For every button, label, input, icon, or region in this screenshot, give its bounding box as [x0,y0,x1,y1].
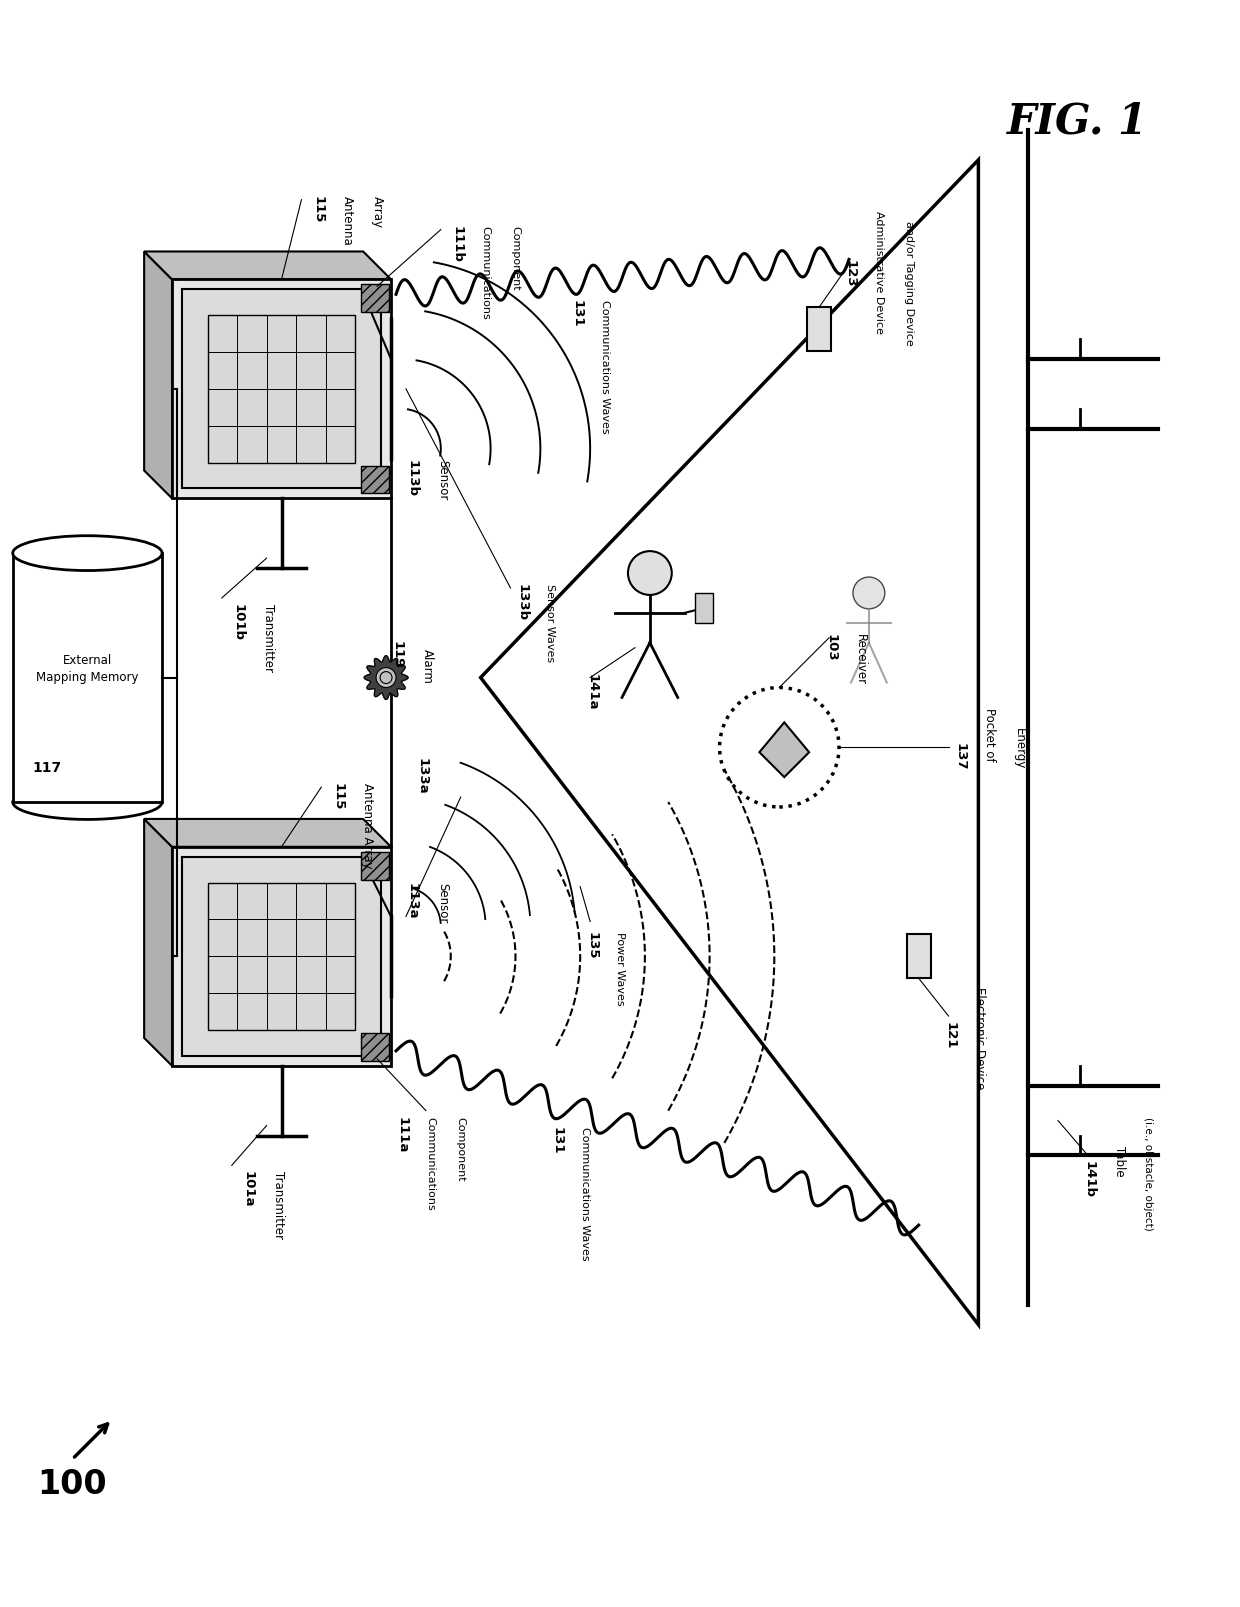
Text: Electronic Device: Electronic Device [973,987,986,1090]
Circle shape [627,551,672,596]
Text: External
Mapping Memory: External Mapping Memory [36,652,139,683]
Text: 100: 100 [37,1467,107,1501]
Text: 137: 137 [954,742,966,770]
Polygon shape [365,656,408,701]
Text: Transmitter: Transmitter [262,604,274,672]
Text: 117: 117 [32,760,62,775]
Text: 115: 115 [311,196,325,223]
Bar [208,884,355,1030]
Text: Antenna Array: Antenna Array [361,783,374,868]
Text: 115: 115 [331,783,345,810]
Text: Pocket of: Pocket of [983,709,997,762]
Text: Transmitter: Transmitter [272,1170,284,1239]
Text: 135: 135 [585,932,598,959]
Bar [807,309,831,352]
Text: (i.e., obstacle, object): (i.e., obstacle, object) [1142,1115,1153,1229]
Text: Antenna: Antenna [341,196,355,246]
Circle shape [376,669,396,688]
Text: Component: Component [511,225,521,289]
Text: FIG. 1: FIG. 1 [1007,100,1148,141]
Bar [208,317,355,463]
Polygon shape [759,723,810,778]
Circle shape [381,672,392,685]
Text: 131: 131 [551,1127,563,1154]
Text: Sensor Waves: Sensor Waves [546,583,556,662]
Bar [172,847,391,1065]
Text: 111a: 111a [396,1115,409,1152]
Text: Administrative Device: Administrative Device [874,211,884,334]
Text: Communications Waves: Communications Waves [580,1127,590,1260]
Text: 111b: 111b [451,225,464,262]
Bar [361,1033,389,1061]
Text: Component: Component [456,1115,466,1181]
Text: 133a: 133a [415,759,429,794]
Bar [361,466,389,493]
Text: 131: 131 [570,301,583,328]
Text: Receiver: Receiver [854,633,867,685]
Text: Sensor: Sensor [435,882,449,922]
Ellipse shape [12,537,162,570]
Text: Communications: Communications [481,225,491,320]
Bar [361,284,389,313]
Text: Sensor: Sensor [435,460,449,500]
Polygon shape [144,252,172,500]
Text: 119: 119 [391,640,404,667]
Bar [182,291,381,489]
Text: Power Waves: Power Waves [615,932,625,1006]
Bar [182,857,381,1056]
Polygon shape [144,252,391,280]
Text: 133b: 133b [516,583,528,620]
Text: Alarm: Alarm [420,648,434,683]
Polygon shape [144,820,172,1065]
Text: 101b: 101b [232,604,244,641]
Bar [172,280,391,500]
Text: Table: Table [1112,1146,1126,1176]
Text: 123: 123 [844,260,857,288]
Bar [12,554,162,802]
Text: 113b: 113b [405,460,419,497]
Polygon shape [144,820,391,847]
Text: Energy: Energy [1013,728,1027,770]
Text: 141a: 141a [585,673,598,710]
Text: 103: 103 [825,633,837,660]
Bar [361,852,389,881]
Text: 101a: 101a [242,1170,254,1207]
Bar [694,593,713,624]
Text: Communications: Communications [425,1115,436,1210]
Text: 121: 121 [944,1022,956,1049]
Text: and/or Tagging Device: and/or Tagging Device [904,220,914,346]
Text: Array: Array [371,196,384,228]
Text: Communications Waves: Communications Waves [600,301,610,434]
Bar [906,935,930,979]
Text: 113a: 113a [405,882,419,919]
Text: 141b: 141b [1083,1160,1096,1197]
Circle shape [853,577,885,609]
